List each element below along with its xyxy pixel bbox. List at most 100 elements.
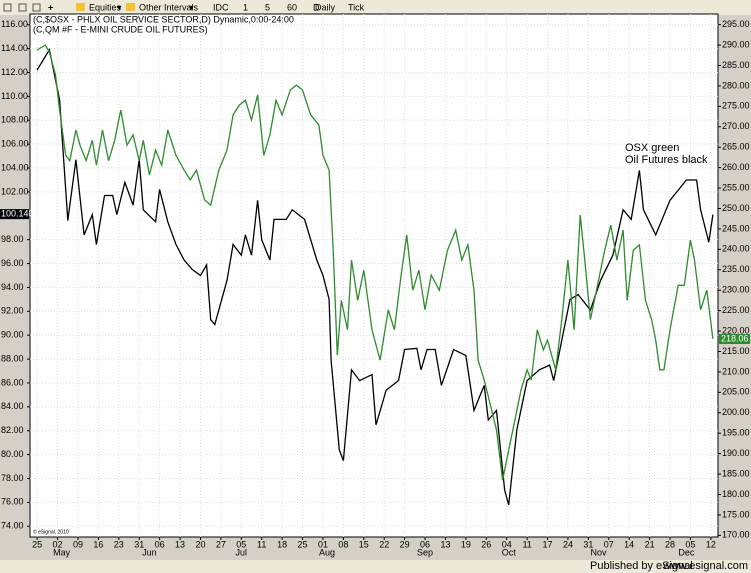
y-tick-label: 116.00	[1, 19, 28, 29]
chart-header: (C,$OSX - PHLX OIL SERVICE SECTOR,D) Dyn…	[33, 14, 294, 24]
y-tick-label: 108.00	[1, 115, 29, 125]
grid	[30, 14, 718, 537]
last-value-box	[0, 209, 29, 220]
x-tick-label: 15	[359, 539, 369, 549]
y-tick-label: 76.00	[1, 497, 24, 507]
y-tick-label: 94.00	[1, 282, 24, 292]
toolbar-item[interactable]: Equities	[89, 2, 122, 12]
plot-area	[29, 13, 719, 538]
icon[interactable]	[18, 3, 27, 12]
month-label: Oct	[502, 547, 517, 557]
toolbar-item[interactable]: Tick	[348, 2, 365, 12]
footer-left: Published by eSignal	[590, 560, 693, 572]
y2-tick-label: 265.00	[722, 142, 750, 152]
chart-header: (C,QM #F - E-MINI CRUDE OIL FUTURES)	[33, 24, 208, 34]
x-tick-label: 06	[420, 539, 430, 549]
x-tick-label: 09	[73, 539, 83, 549]
y-tick-label: 74.00	[1, 521, 24, 531]
y2-tick-label: 275.00	[722, 101, 750, 111]
last-value-label: 218.06	[721, 333, 749, 343]
y-tick-label: 114.00	[1, 43, 28, 53]
x-tick-label: 14	[624, 539, 634, 549]
icon[interactable]	[3, 3, 12, 12]
y2-tick-label: 255.00	[722, 182, 750, 192]
x-tick-label: 19	[461, 539, 471, 549]
month-label: Aug	[319, 547, 335, 557]
x-tick-label: 05	[685, 539, 695, 549]
y2-tick-label: 215.00	[722, 346, 750, 356]
y-tick-label: 98.00	[1, 234, 24, 244]
y-tick-label: 106.00	[1, 139, 29, 149]
annotation: OSX green	[625, 142, 679, 154]
icon[interactable]	[32, 3, 41, 12]
y-tick-label: 78.00	[1, 473, 24, 483]
x-tick-label: 28	[665, 539, 675, 549]
y2-tick-label: 280.00	[722, 80, 750, 90]
toolbar-item[interactable]: IDC	[213, 2, 229, 12]
footer-bg	[0, 560, 751, 573]
x-tick-label: 17	[543, 539, 553, 549]
month-label: Nov	[591, 547, 608, 557]
footer-right: www.esignal.com	[662, 560, 748, 572]
y2-tick-label: 205.00	[722, 387, 750, 397]
x-tick-label: 13	[175, 539, 185, 549]
month-label: Dec	[678, 547, 695, 557]
dropdown-arrow: ▾	[117, 2, 122, 12]
toolbar-bg	[0, 0, 751, 15]
folder-icon	[76, 3, 85, 11]
toolbar: + Equities ▾ Other Intervals ▾ IDC 1 5 6…	[0, 0, 751, 15]
x-tick-label: 31	[134, 539, 144, 549]
month-label: Jun	[142, 547, 157, 557]
y-tick-label: 90.00	[1, 330, 24, 340]
toolbar-item[interactable]: 1	[243, 2, 248, 12]
toolbar-item[interactable]: Daily	[315, 2, 336, 12]
toolbar-item[interactable]: 5	[265, 2, 270, 12]
x-tick-label: 29	[400, 539, 410, 549]
x-tick-label: 27	[216, 539, 226, 549]
y-tick-label: 84.00	[1, 401, 24, 411]
y-tick-label: 88.00	[1, 353, 24, 363]
x-tick-label: 21	[645, 539, 655, 549]
toolbar-item[interactable]: Other Intervals	[139, 2, 199, 12]
x-tick-label: 20	[195, 539, 205, 549]
toolbar-item[interactable]: D	[313, 2, 320, 12]
x-tick-label: 12	[706, 539, 716, 549]
x-tick-label: 11	[522, 539, 531, 549]
series-line	[36, 44, 714, 481]
y-tick-label: 102.00	[1, 186, 29, 196]
y-tick-label: 86.00	[1, 377, 24, 387]
y-tick-label: 112.00	[1, 67, 28, 77]
x-tick-label: 07	[604, 539, 614, 549]
x-tick-label: 23	[114, 539, 124, 549]
icon[interactable]: +	[48, 2, 53, 12]
x-tick-label: 04	[502, 539, 512, 549]
last-value-label: 100.140	[1, 209, 34, 219]
x-tick-label: 16	[93, 539, 103, 549]
x-tick-label: 24	[563, 539, 573, 549]
y2-tick-label: 285.00	[722, 60, 750, 70]
y2-tick-label: 260.00	[722, 162, 750, 172]
folder-icon	[126, 3, 135, 11]
month-label: Jul	[236, 547, 248, 557]
x-tick-label: 31	[583, 539, 593, 549]
y-tick-label: 80.00	[1, 449, 24, 459]
y2-tick-label: 210.00	[722, 366, 750, 376]
x-tick-label: 02	[53, 539, 63, 549]
last-value-box	[719, 333, 750, 344]
y2-tick-label: 230.00	[722, 285, 750, 295]
y2-tick-label: 220.00	[722, 325, 750, 335]
marks	[36, 44, 714, 505]
annotation: Oil Futures black	[625, 154, 708, 166]
x-tick-label: 25	[298, 539, 308, 549]
y2-tick-label: 225.00	[722, 305, 750, 315]
y2-tick-label: 170.00	[722, 530, 750, 540]
y-tick-label: 82.00	[1, 425, 24, 435]
toolbar-item[interactable]: 60	[287, 2, 297, 12]
x-tick-label: 01	[318, 539, 328, 549]
y2-tick-label: 190.00	[722, 448, 750, 458]
x-tick-label: 08	[338, 539, 348, 549]
x-tick-label: 22	[379, 539, 389, 549]
y2-tick-label: 250.00	[722, 203, 750, 213]
y2-tick-label: 235.00	[722, 264, 750, 274]
